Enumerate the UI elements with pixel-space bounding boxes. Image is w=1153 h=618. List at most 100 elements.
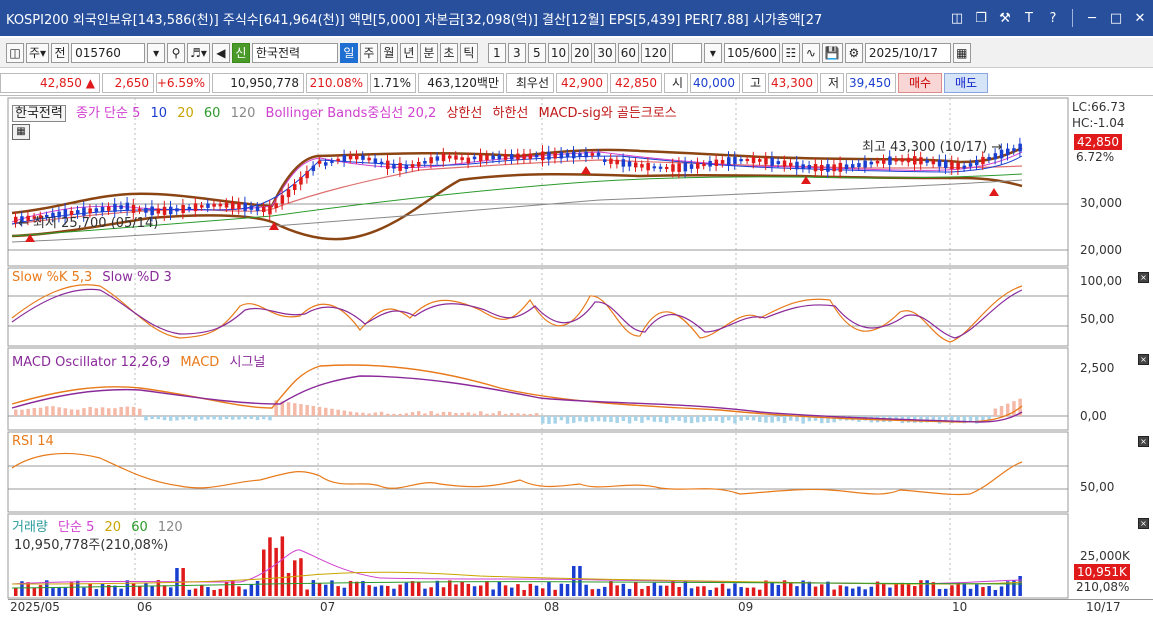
calendar-icon[interactable]: ▦ (952, 42, 971, 63)
volume-bar (237, 586, 241, 596)
legend-vol-ma20[interactable]: 20 (104, 520, 122, 535)
candle-body (138, 208, 142, 211)
volume-badge: 10,951K (1074, 564, 1130, 580)
x-label-sep: 09 (738, 600, 754, 614)
volume-bar (243, 589, 247, 596)
legend-lower[interactable]: 하한선 (492, 106, 529, 121)
candle-body (981, 156, 985, 165)
close-icon[interactable]: ✕ (1134, 10, 1146, 26)
macd-close-icon[interactable]: × (1138, 354, 1149, 365)
legend-upper[interactable]: 상한선 (446, 106, 483, 121)
volume-bar (342, 587, 347, 596)
legend-ma60[interactable]: 60 (203, 106, 221, 121)
period-week[interactable]: 주 (359, 42, 378, 63)
macd-osc-bar (113, 408, 117, 416)
interval-5[interactable]: 5 (527, 42, 546, 63)
buy-button[interactable]: 매수 (898, 72, 942, 93)
period-second[interactable]: 초 (439, 42, 458, 63)
minimize-icon[interactable]: ─ (1088, 10, 1096, 26)
legend-ma10[interactable]: 10 (150, 106, 168, 121)
period-day[interactable]: 일 (339, 42, 358, 63)
volume-bar (119, 588, 123, 596)
candle-settings-icon[interactable]: ☷ (781, 42, 800, 63)
restore-icon[interactable]: ❐ (975, 10, 987, 26)
help-icon[interactable]: ? (1049, 10, 1057, 26)
stock-code-input[interactable]: 015760 (71, 42, 146, 63)
stoch-tick-50: 50,00 (1080, 312, 1115, 326)
legend-slow-k[interactable]: Slow %K 5,3 (12, 270, 93, 285)
candle-body (355, 154, 359, 160)
prev-icon[interactable]: ◀ (211, 42, 230, 63)
interval-20[interactable]: 20 (571, 42, 593, 63)
candle-body (206, 203, 210, 208)
shin-badge[interactable]: 신 (231, 42, 250, 63)
candle-body (658, 166, 663, 169)
period-year[interactable]: 년 (399, 42, 418, 63)
legend-ma120[interactable]: 120 (230, 106, 256, 121)
interval-120[interactable]: 120 (640, 42, 670, 63)
grid-toggle-icon[interactable]: ▦ (12, 124, 30, 140)
period-month[interactable]: 월 (379, 42, 398, 63)
legend-macd-sig[interactable]: MACD-sig와 골든크로스 (538, 106, 677, 121)
candle-body (999, 149, 1004, 159)
custom-interval-input[interactable] (671, 42, 702, 63)
line-settings-icon[interactable]: ∿ (801, 42, 820, 63)
interval-1[interactable]: 1 (487, 42, 506, 63)
candle-body (218, 203, 223, 207)
legend-signal[interactable]: 시그널 (229, 355, 266, 370)
gear-icon[interactable]: ⚙ (844, 42, 863, 63)
interval-3[interactable]: 3 (507, 42, 526, 63)
maximize-icon[interactable]: □ (1109, 10, 1123, 26)
interval-60[interactable]: 60 (617, 42, 639, 63)
interval-dropdown-icon[interactable]: ▾ (703, 42, 722, 63)
macd-line (11, 364, 1023, 423)
price-legend: 한국전력 종가 단순 5 10 20 60 120 Bollinger Band… (12, 102, 683, 122)
legend-ma5[interactable]: 종가 단순 5 (75, 106, 141, 121)
legend-macd[interactable]: MACD (180, 355, 220, 370)
legend-vol-ma5[interactable]: 단순 5 (58, 520, 95, 535)
save-icon[interactable]: 💾 (821, 42, 843, 63)
sell-button[interactable]: 매도 (944, 72, 988, 93)
legend-rsi[interactable]: RSI 14 (12, 434, 54, 449)
chart-canvas[interactable] (0, 96, 1153, 617)
legend-macd-osc[interactable]: MACD Oscillator 12,26,9 (12, 355, 171, 370)
macd-osc-bar (658, 416, 663, 422)
volume-bar (596, 588, 601, 596)
rsi-close-icon[interactable]: × (1138, 436, 1149, 447)
date-input[interactable]: 2025/10/17 (864, 42, 951, 63)
volume-bar (131, 583, 136, 596)
volume-bar (410, 581, 415, 596)
prefix-button[interactable]: 전 (51, 42, 70, 63)
legend-vol-ma60[interactable]: 60 (131, 520, 148, 535)
tool-icon[interactable]: ⚒ (999, 10, 1011, 26)
stock-tag[interactable]: 한국전력 (12, 105, 66, 122)
speaker-icon[interactable]: ♬▾ (187, 42, 210, 63)
legend-ma20[interactable]: 20 (177, 106, 194, 121)
volume-bar (937, 589, 942, 596)
search-icon[interactable]: ⚲ (167, 42, 186, 63)
volume-bar (789, 583, 793, 596)
legend-vol-ma120[interactable]: 120 (157, 520, 183, 535)
code-dropdown-icon[interactable]: ▾ (147, 42, 166, 63)
volume-bar (212, 589, 216, 596)
legend-bollinger[interactable]: Bollinger Bands중심선 20,2 (265, 106, 437, 121)
tile-icon[interactable]: ◫ (950, 10, 964, 26)
text-icon[interactable]: T (1025, 10, 1033, 26)
candle-body (479, 154, 483, 162)
period-type-select[interactable]: 주 ▾ (26, 42, 50, 63)
price-change-pct: +6.59% (156, 72, 210, 93)
count-input[interactable]: 105/600 (723, 42, 780, 63)
interval-10[interactable]: 10 (547, 42, 570, 63)
macd-osc-bar (751, 416, 756, 421)
macd-osc-bar (32, 408, 37, 416)
volume-close-icon[interactable]: × (1138, 518, 1149, 529)
candle-body (398, 162, 402, 171)
interval-30[interactable]: 30 (594, 42, 616, 63)
stoch-close-icon[interactable]: × (1138, 272, 1149, 283)
legend-volume[interactable]: 거래량 (12, 520, 48, 535)
layout-icon[interactable]: ◫ (6, 42, 24, 63)
candle-body (584, 151, 588, 158)
period-tick[interactable]: 틱 (459, 42, 478, 63)
period-minute[interactable]: 분 (419, 42, 438, 63)
legend-slow-d[interactable]: Slow %D 3 (102, 270, 172, 285)
